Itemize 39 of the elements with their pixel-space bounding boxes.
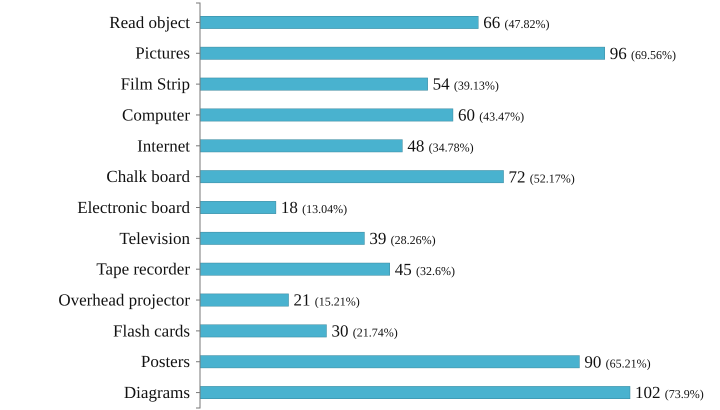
y-tick-label: Overhead projector <box>58 290 190 310</box>
y-tick-label: Internet <box>137 136 190 156</box>
data-label: 21 (15.21%) <box>294 290 360 310</box>
data-label: 18 (13.04%) <box>280 198 348 218</box>
data-label: 45 (32.6%) <box>394 260 455 279</box>
y-tick-label: Pictures <box>135 44 190 63</box>
bar <box>200 386 630 399</box>
y-tick-label: Computer <box>122 105 190 124</box>
y-tick-label: Flash cards <box>113 321 190 340</box>
y-tick-label: Read object <box>109 12 190 32</box>
bar <box>200 262 390 276</box>
bar <box>200 170 504 184</box>
bar <box>200 108 454 122</box>
y-tick-label: Posters <box>140 352 190 372</box>
bar <box>200 16 478 29</box>
y-tick-label: Diagrams <box>124 383 190 402</box>
bar <box>200 46 605 60</box>
data-label: 102 (73.9%) <box>635 383 704 402</box>
bar <box>200 294 289 306</box>
y-tick-label: Tape recorder <box>96 260 190 279</box>
data-label: 39 (28.26%) <box>369 228 436 248</box>
data-label: 90 (65.21%) <box>584 352 651 372</box>
data-label: 60 (43.47%) <box>458 106 524 125</box>
data-label: 48 (34.78%) <box>407 136 474 156</box>
data-label: 66 (47.82%) <box>483 13 550 32</box>
data-label: 54 (39.13%) <box>432 74 499 94</box>
bar <box>200 324 327 338</box>
y-tick-label: Television <box>119 228 190 248</box>
data-label: 72 (52.17%) <box>508 167 575 186</box>
bar <box>200 139 403 152</box>
bar <box>200 201 276 214</box>
data-label: 96 (69.56%) <box>610 44 676 63</box>
bar <box>200 355 580 368</box>
y-tick-label: Chalk board <box>106 167 190 186</box>
bar <box>200 78 428 91</box>
y-tick-label: Film Strip <box>120 74 190 94</box>
bar <box>200 232 365 245</box>
y-tick-label: Electronic board <box>77 198 190 217</box>
data-label: 30 (21.74%) <box>331 321 398 340</box>
